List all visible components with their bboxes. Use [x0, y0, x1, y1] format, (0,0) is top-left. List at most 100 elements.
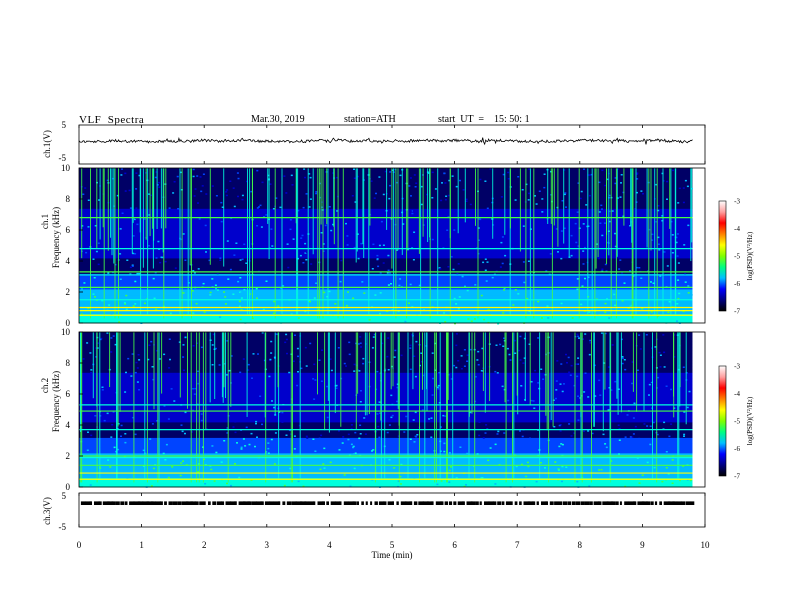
ch2-spectrum-row [79, 400, 693, 404]
ch1-noise-pixel [455, 296, 457, 298]
ch2-noise-pixel [396, 386, 399, 389]
ch3-pulse [212, 501, 217, 505]
ch2-noise-pixel [393, 373, 396, 375]
ch1-noise-pixel [684, 179, 687, 182]
ch3-pulse [172, 501, 178, 505]
ch2-spectrum-row [79, 421, 693, 426]
ch2-noise-pixel [285, 338, 288, 341]
ch1-noise-pixel [301, 234, 304, 237]
ch2-noise-pixel [183, 369, 185, 372]
ch1-noise-pixel [491, 276, 494, 279]
ch2-noise-pixel [120, 435, 122, 437]
ch3-pulse [278, 501, 281, 505]
ch2-noise-pixel [236, 383, 239, 386]
ch3-ylabel: ch.3(V) [42, 497, 52, 525]
ch1-noise-pixel [677, 202, 680, 204]
ch1-noise-pixel [399, 278, 402, 280]
ch2-noise-pixel [414, 377, 417, 379]
ch1-noise-pixel [155, 308, 158, 311]
ch1-noise-pixel [521, 189, 524, 191]
ch2-noise-pixel [271, 480, 274, 482]
ch2-noise-pixel [436, 386, 439, 389]
ch1-noise-pixel [150, 194, 152, 197]
ch1-noise-pixel [346, 235, 349, 237]
ch2-noise-pixel [222, 467, 225, 470]
ch2-noise-pixel [86, 342, 89, 344]
ch1-spectrum-row [79, 214, 693, 219]
ch2-noise-pixel [465, 484, 467, 486]
ch2-noise-pixel [390, 394, 393, 397]
ch1-noise-pixel [82, 193, 85, 195]
ch1-ytick-label: -5 [59, 153, 67, 163]
ch2-noise-pixel [314, 379, 317, 381]
ch1-spectrum-row [79, 288, 693, 293]
ch1-noise-pixel [261, 181, 264, 184]
ch2-noise-pixel [673, 407, 676, 409]
ch1-noise-pixel [277, 305, 280, 307]
ch2-channel-label: ch.2 [40, 378, 50, 393]
ch3-ytick-label: 5 [62, 491, 67, 501]
ch1-noise-pixel [658, 238, 661, 241]
ch1-noise-pixel [219, 235, 222, 238]
ch2-noise-pixel [390, 416, 393, 419]
ch3-pulse [168, 501, 173, 505]
ch3-pulse [190, 501, 196, 505]
ch1-noise-pixel [282, 285, 285, 287]
ch1-noise-pixel [678, 187, 681, 190]
ch1-spectrum-row [79, 242, 693, 246]
ch2-noise-pixel [168, 338, 171, 340]
ch2-noise-pixel [598, 469, 600, 471]
ch2-noise-pixel [357, 343, 360, 345]
ch3-pulse [142, 501, 150, 505]
ch2-spectrum-row [79, 452, 693, 457]
ch2-noise-pixel [337, 347, 340, 349]
ch2-noise-pixel [192, 388, 194, 390]
ch2-noise-pixel [506, 347, 509, 350]
ch2-noise-pixel [460, 368, 463, 370]
ch3-pulse [282, 501, 286, 505]
ch2-noise-pixel [167, 418, 170, 420]
ch1-noise-pixel [621, 300, 624, 302]
ch3-pulse [356, 501, 359, 505]
ch1-noise-pixel [549, 253, 552, 255]
ch1-noise-pixel [152, 277, 155, 280]
ch2-noise-pixel [560, 363, 563, 365]
ch2-noise-pixel [200, 346, 203, 349]
ch3-pulse [453, 501, 457, 505]
ch3-pulse [668, 501, 675, 505]
ch1-spectrum-row [79, 217, 693, 222]
ch2-noise-pixel [226, 482, 228, 485]
ch2-noise-pixel [234, 431, 237, 434]
ch2-noise-pixel [112, 411, 115, 413]
ch2-noise-pixel [459, 446, 462, 448]
ch3-pulse [510, 501, 513, 505]
ch1-noise-pixel [382, 262, 385, 264]
ch2-noise-pixel [280, 379, 283, 381]
ch1-noise-pixel [237, 177, 240, 180]
ch2-noise-pixel [226, 432, 229, 434]
ch2-noise-pixel [350, 428, 353, 430]
ch1-noise-pixel [412, 259, 415, 261]
ch1-noise-pixel [667, 311, 670, 314]
ch1-colorbar-tick-label: -4 [734, 225, 740, 233]
ch2-noise-pixel [269, 359, 272, 362]
ch2-noise-pixel [559, 430, 562, 432]
ch2-noise-pixel [471, 378, 474, 380]
ch1-noise-pixel [400, 244, 403, 246]
ch1-noise-pixel [258, 206, 260, 208]
ch2-noise-pixel [168, 462, 171, 465]
ch1-noise-pixel [116, 194, 119, 197]
ch1-noise-pixel [629, 225, 632, 227]
ch3-pulse [593, 501, 600, 505]
ch2-noise-pixel [253, 395, 256, 398]
ch2-noise-pixel [147, 358, 150, 361]
ch2-noise-pixel [87, 431, 89, 433]
ch1-noise-pixel [553, 228, 556, 230]
ch1-noise-pixel [151, 293, 154, 296]
ch2-noise-pixel [259, 395, 262, 397]
ch1-noise-pixel [399, 241, 402, 244]
ch1-noise-pixel [164, 260, 167, 263]
ch2-noise-pixel [578, 337, 580, 339]
ch1-noise-pixel [233, 205, 236, 208]
ch1-noise-pixel [87, 199, 90, 201]
